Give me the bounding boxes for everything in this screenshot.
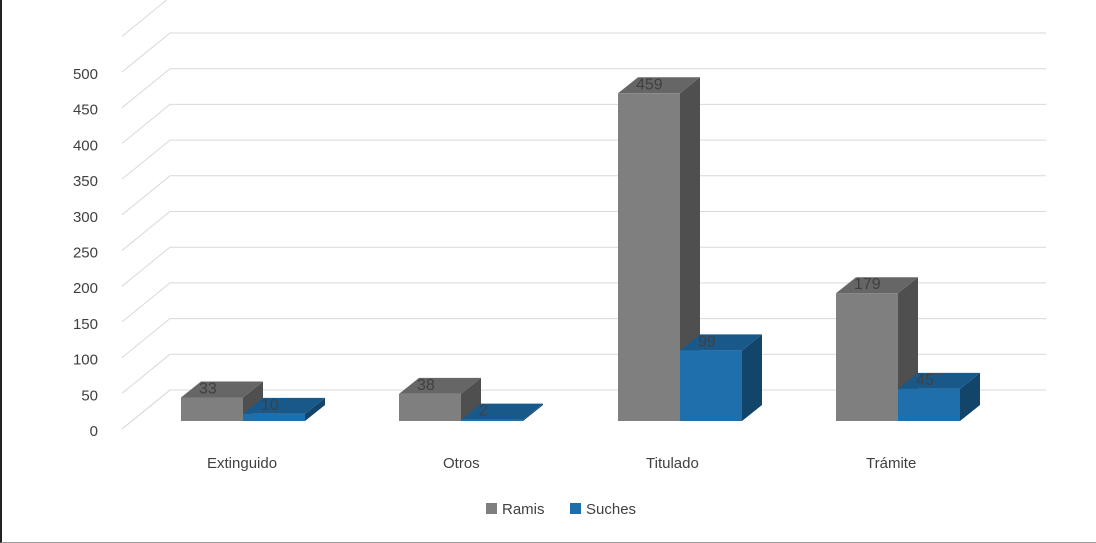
bar-front-face — [461, 419, 523, 421]
bar-top-face — [898, 372, 980, 389]
bars — [181, 77, 980, 422]
x-tick-label: Otros — [443, 455, 480, 472]
data-label: 45 — [916, 372, 934, 389]
gridline — [121, 139, 1046, 180]
y-axis: 0 50 100 150 200 250 300 350 400 450 500 — [73, 66, 98, 440]
y-tick-label: 500 — [73, 66, 98, 83]
y-tick-label: 250 — [73, 245, 98, 262]
gridline — [121, 32, 1046, 73]
bar-front-face — [898, 388, 960, 421]
x-tick-label: Extinguido — [207, 455, 277, 472]
x-axis: Extinguido Otros Titulado Trámite — [207, 455, 916, 472]
bar-ramis-trámite — [836, 277, 918, 421]
data-label: 2 — [479, 403, 488, 420]
bar-suches-otros — [461, 403, 543, 421]
bar-ramis-otros — [399, 377, 481, 421]
bar-ramis-titulado — [618, 77, 700, 422]
legend: Ramis Suches — [486, 501, 636, 518]
bar-front-face — [618, 93, 680, 422]
gridline — [121, 68, 1046, 109]
data-label: 33 — [199, 380, 217, 397]
data-label: 179 — [854, 276, 881, 293]
data-label: 10 — [261, 397, 279, 414]
data-label: 38 — [417, 377, 435, 394]
bar-side-face — [305, 397, 325, 421]
bar-front-face — [836, 293, 898, 421]
bar-top-face — [461, 403, 543, 420]
legend-label: Suches — [586, 501, 636, 518]
bar-top-face — [680, 334, 762, 351]
bar-suches-trámite — [898, 372, 980, 421]
bar-top-face — [836, 277, 918, 294]
bar-side-face — [742, 334, 762, 421]
bar-front-face — [399, 393, 461, 421]
gridline — [121, 0, 168, 37]
bar-side-face — [960, 372, 980, 421]
y-tick-label: 450 — [73, 102, 98, 119]
bar-top-face — [618, 77, 700, 94]
gridlines — [121, 0, 1046, 430]
legend-label: Ramis — [502, 501, 545, 518]
y-tick-label: 50 — [81, 387, 98, 404]
y-tick-label: 350 — [73, 173, 98, 190]
bar-ramis-extinguido — [181, 381, 263, 421]
bar-side-face — [680, 77, 700, 422]
bar-top-face — [243, 397, 325, 414]
gridline — [121, 103, 1046, 144]
bar-top-face — [399, 377, 481, 394]
y-tick-label: 300 — [73, 209, 98, 226]
gridline — [121, 246, 1046, 287]
y-tick-label: 400 — [73, 137, 98, 154]
x-tick-label: Titulado — [646, 455, 699, 472]
y-tick-label: 150 — [73, 316, 98, 333]
bar-suches-extinguido — [243, 397, 325, 421]
gridline — [121, 318, 1046, 358]
data-label: 459 — [636, 76, 663, 93]
bar-front-face — [680, 350, 742, 421]
bar-front-face — [243, 413, 305, 421]
bar-side-face — [461, 377, 481, 421]
data-labels: 33 10 38 2 459 99 179 45 — [199, 76, 934, 419]
legend-item-ramis: Ramis — [486, 501, 545, 518]
y-tick-label: 0 — [90, 423, 98, 440]
y-tick-label: 100 — [73, 352, 98, 369]
bar-side-face — [523, 403, 543, 421]
x-tick-label: Trámite — [866, 455, 916, 472]
y-tick-label: 200 — [73, 280, 98, 297]
bar-front-face — [181, 397, 243, 421]
bar-suches-titulado — [680, 334, 762, 421]
legend-swatch — [570, 503, 581, 514]
legend-item-suches: Suches — [570, 501, 636, 518]
gridline — [121, 282, 1046, 323]
gridline — [121, 175, 1046, 216]
gridline — [121, 211, 1046, 251]
data-label: 99 — [698, 333, 716, 350]
legend-swatch — [486, 503, 497, 514]
bar-top-face — [181, 381, 263, 398]
